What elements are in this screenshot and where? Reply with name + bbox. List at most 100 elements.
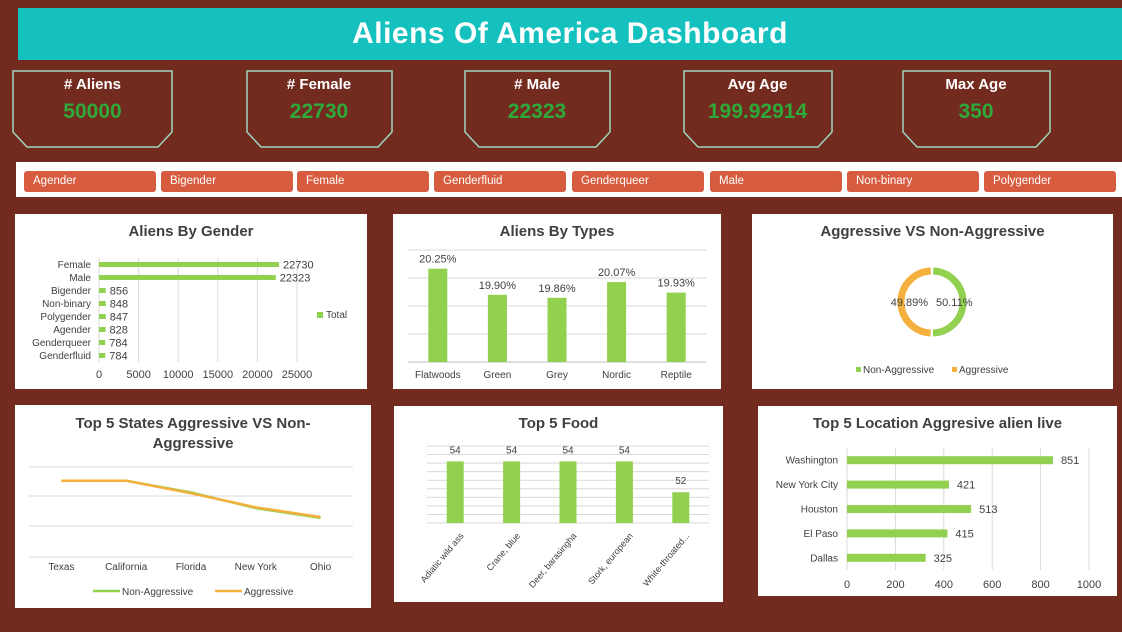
data-label: 54 [450,445,462,456]
chart-food-svg: 54 Adiatic wild ass 54 Crane, blue 54 Deer, b… [419,445,709,590]
category-label: Ohio [310,562,332,573]
data-label: 421 [957,480,975,492]
chart-title: Aliens By Gender [128,223,254,240]
kpi-value: 199.92914 [707,100,808,123]
x-tick-label: 200 [886,579,904,591]
category-label: Deer, barasingha [527,531,579,590]
doughnut-slice [897,267,932,337]
chart-gender-panel: 0 5000 10000 15000 20000 25000 Female 22730 Male… [15,214,367,389]
bar [547,297,567,362]
category-label: Polygender [40,312,91,323]
slicer-item-bigender[interactable]: Bigender [161,171,293,192]
bar [559,461,577,523]
category-label: Nordic [602,370,631,381]
bar [847,529,948,538]
x-tick-label: 0 [96,369,102,381]
slicer-item-genderqueer[interactable]: Genderqueer [572,171,704,192]
x-tick-label: 1000 [1077,579,1101,591]
chart-types-panel: 20.25% Flatwoods 19.90% Green 19.86% Grey 20.0… [393,214,721,389]
bar [847,553,926,562]
category-label: Adiatic wild ass [419,530,467,584]
category-label: Reptile [661,370,693,381]
category-label: New York [235,562,278,573]
slicer-item-male[interactable]: Male [710,171,842,192]
kpi-card-male: # Male 22323 [464,70,625,148]
category-label: Florida [176,562,207,573]
chart-aggressive-panel: 50.11% 49.89% Non-Aggressive Aggressive Agg… [752,214,1113,389]
x-tick-label: 20000 [242,369,273,381]
x-tick-label: 800 [1031,579,1049,591]
data-label: 22323 [280,273,311,285]
gender-slicer: Agender Bigender Female Genderfluid Gend… [16,162,1122,197]
x-tick-label: 5000 [126,369,150,381]
kpi-value: 350 [958,100,994,123]
data-label: 828 [110,325,128,337]
slicer-item-female[interactable]: Female [297,171,429,192]
kpi-frame [464,70,611,148]
category-label: El Paso [804,529,839,540]
slicer-item-genderfluid[interactable]: Genderfluid [434,171,566,192]
kpi-label: # Male [514,76,560,93]
category-label: Crane, blue [485,531,523,573]
data-label: 19.90% [479,280,517,292]
data-label: 54 [619,445,631,456]
category-label: Washington [786,456,838,467]
kpi-label: Avg Age [727,76,788,93]
legend-swatch [856,367,861,372]
x-tick-label: 25000 [282,369,313,381]
chart-title: Aggressive VS Non-Aggressive [820,223,1045,240]
legend-label: Aggressive [959,365,1009,376]
bar [99,314,106,319]
data-label: 513 [979,504,997,516]
chart-title: Top 5 Location Aggresive alien live [812,415,1063,432]
chart-types-svg: 20.25% Flatwoods 19.90% Green 19.86% Grey 20.0… [408,249,706,381]
category-label: New York City [776,480,838,491]
data-label: 54 [506,445,518,456]
data-label: 784 [109,338,127,350]
kpi-label: # Aliens [64,76,121,93]
bar [99,353,106,358]
category-label: California [105,562,148,573]
category-label: Agender [53,325,91,336]
kpi-value: 22323 [507,100,567,123]
x-tick-label: 400 [935,579,953,591]
category-label: Non-binary [42,299,91,310]
kpi-frame [683,70,833,148]
category-label: Houston [801,505,838,516]
data-label: 50.11% [936,297,973,309]
legend-label: Non-Aggressive [863,365,935,376]
bar [503,461,521,523]
chart-states-panel: Texas California Florida New York Ohio Non-Ag… [15,405,371,608]
slicer-item-polygender[interactable]: Polygender [984,171,1116,192]
bar [99,288,106,293]
data-label: 851 [1061,455,1079,467]
kpi-label: Max Age [945,76,1007,93]
bar [847,480,949,489]
data-label: 49.89% [891,297,929,309]
slicer-item-non-binary[interactable]: Non-binary [847,171,979,192]
data-label: 22730 [283,260,314,272]
dashboard-title: Aliens Of America Dashboard [18,8,1122,60]
data-label: 856 [110,286,128,298]
bar [847,505,972,513]
slicer-item-agender[interactable]: Agender [24,171,156,192]
data-label: 20.07% [598,267,636,279]
bar [99,275,276,280]
category-label: Grey [546,370,568,381]
bar [487,294,507,362]
category-label: Dallas [810,553,838,564]
bar [672,492,690,523]
data-label: 19.93% [658,278,696,290]
kpi-frame [246,70,393,148]
bar [99,340,106,345]
x-tick-label: 15000 [203,369,234,381]
bar [615,461,633,523]
bar [666,292,686,362]
legend-swatch [317,312,323,318]
kpi-frame [12,70,173,148]
category-label: Bigender [51,286,92,297]
category-label: Male [69,273,91,284]
category-label: White-throated... [641,531,691,588]
data-label: 325 [934,553,952,565]
category-label: Genderqueer [32,338,92,349]
